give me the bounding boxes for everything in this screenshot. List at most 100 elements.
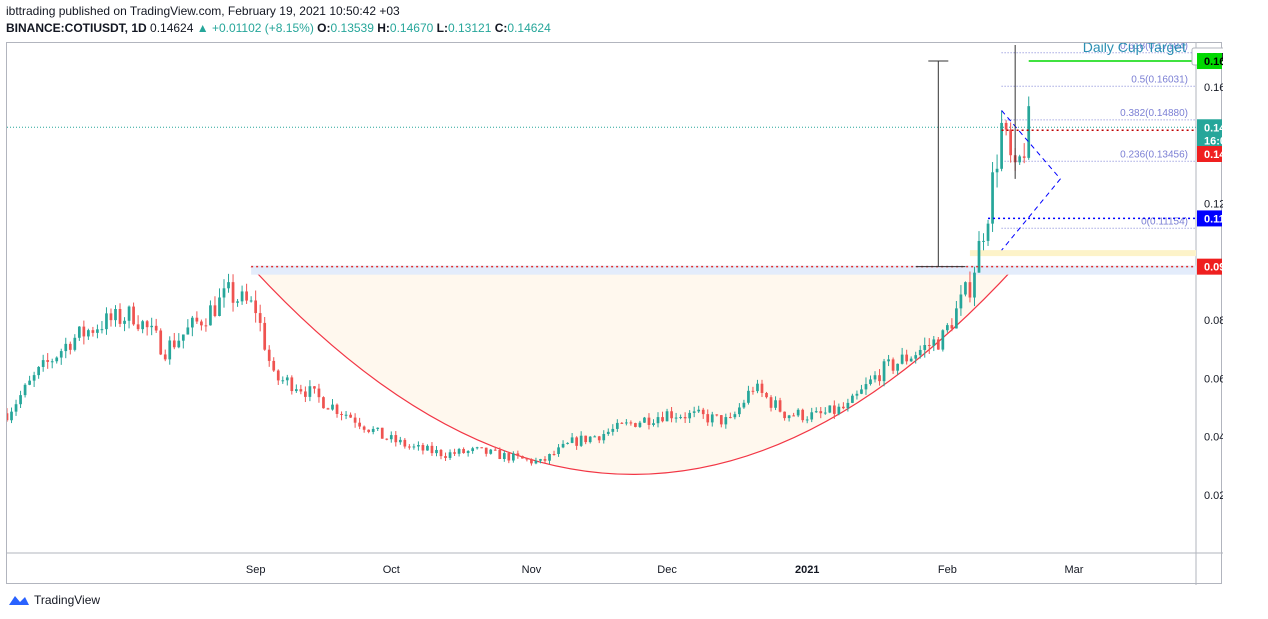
candle-body xyxy=(489,449,493,454)
target-label: Daily Cup Target xyxy=(1083,43,1186,55)
candle-body xyxy=(701,409,705,415)
candle-body xyxy=(340,413,343,415)
fib-label: 0.5(0.16031) xyxy=(1131,74,1188,85)
candle-body xyxy=(466,451,470,454)
candle-body xyxy=(308,386,312,397)
candle-body xyxy=(887,359,890,362)
candle-body xyxy=(267,349,271,361)
candle-body xyxy=(774,400,777,408)
candle-body xyxy=(570,437,574,443)
candle-body xyxy=(557,447,560,455)
candle-body xyxy=(484,447,488,454)
candle-body xyxy=(367,429,371,432)
candle-body xyxy=(154,325,158,331)
candle-body xyxy=(1022,156,1026,158)
candle-body xyxy=(498,450,502,460)
candle-body xyxy=(222,288,226,298)
candle-body xyxy=(209,305,212,326)
price-label-bg xyxy=(1197,210,1222,227)
candle-body xyxy=(263,322,267,350)
candle-body xyxy=(59,351,63,358)
candle-body xyxy=(842,406,845,409)
candle-body xyxy=(389,435,393,440)
candle-body xyxy=(1018,156,1022,163)
candle-body xyxy=(114,309,117,321)
candle-body xyxy=(543,459,547,461)
candle-body xyxy=(64,343,68,352)
candle-body xyxy=(421,445,425,451)
price-tick: 0.04000 xyxy=(1204,432,1223,444)
candle-body xyxy=(23,384,27,396)
candle-body xyxy=(317,388,321,398)
fib-label: 0.618(0.17184) xyxy=(1120,43,1188,52)
candle-body xyxy=(408,446,411,448)
candle-body xyxy=(254,300,258,314)
price-label: 0.14624 xyxy=(1204,122,1223,134)
candle-body xyxy=(1009,129,1012,156)
candle-body xyxy=(231,282,235,303)
candle-body xyxy=(769,397,773,408)
candle-body xyxy=(579,435,583,446)
candle-body xyxy=(602,434,606,441)
price-chart[interactable]: 0.618(0.17184) 0.5(0.16031) 0.382(0.14880)… xyxy=(7,43,1223,585)
candle-body xyxy=(200,321,203,326)
candle-body xyxy=(1027,106,1031,158)
candle-body xyxy=(313,386,316,389)
close-value: 0.14624 xyxy=(507,21,551,35)
candle-body xyxy=(358,422,361,427)
candle-body xyxy=(760,383,764,393)
time-tick: Dec xyxy=(657,564,677,576)
candle-body xyxy=(204,325,208,327)
price-label: 0.11493 xyxy=(1204,213,1223,225)
candle-body xyxy=(796,409,800,416)
time-tick: Feb xyxy=(938,564,957,576)
candle-body xyxy=(14,404,18,412)
candle-body xyxy=(326,408,330,410)
candle-body xyxy=(91,330,95,333)
candle-body xyxy=(394,435,398,443)
price-label: 0.16899 xyxy=(1204,56,1223,68)
high-value: 0.14670 xyxy=(389,21,434,35)
candle-body xyxy=(412,446,416,448)
candle-body xyxy=(511,453,515,461)
candle-body xyxy=(674,417,678,419)
chart-area[interactable]: 0.618(0.17184) 0.5(0.16031) 0.382(0.14880)… xyxy=(6,42,1223,585)
candle-body xyxy=(213,305,217,316)
candle-body xyxy=(936,339,940,350)
time-tick: Nov xyxy=(522,564,542,576)
candle-body xyxy=(765,392,768,398)
candle-body xyxy=(638,422,642,427)
cup-curve xyxy=(250,266,1016,475)
candle-body xyxy=(945,325,949,331)
candle-body xyxy=(688,412,692,419)
price-tick: 0.06000 xyxy=(1204,373,1223,385)
price-label-bg xyxy=(1197,145,1222,162)
candle-body xyxy=(855,393,859,396)
candle-body xyxy=(385,438,389,440)
low-value: 0.13121 xyxy=(447,21,492,35)
candle-body xyxy=(507,453,511,461)
candle-body xyxy=(304,391,307,397)
candle-body xyxy=(561,443,565,448)
candle-body xyxy=(805,419,809,421)
candle-body xyxy=(634,423,637,427)
last-value: 0.14624 xyxy=(150,21,194,35)
price-label: 0.09836 xyxy=(1204,262,1223,274)
candle-body xyxy=(403,439,407,447)
candle-body xyxy=(927,345,931,347)
candle-body xyxy=(349,414,352,418)
breakout-zone xyxy=(969,250,1196,257)
candle-body xyxy=(665,411,669,422)
price-tick: 0.08000 xyxy=(1204,315,1223,327)
candle-body xyxy=(828,405,832,413)
publisher-line: ibttrading published on TradingView.com,… xyxy=(6,4,400,18)
candle-body xyxy=(679,417,682,419)
candle-body xyxy=(778,400,782,412)
candle-body xyxy=(87,330,90,337)
candle-body xyxy=(285,377,289,381)
candle-body xyxy=(127,306,131,321)
candle-body xyxy=(426,445,429,451)
candle-body xyxy=(430,445,434,454)
candle-body xyxy=(299,389,303,392)
candle-body xyxy=(584,435,588,443)
